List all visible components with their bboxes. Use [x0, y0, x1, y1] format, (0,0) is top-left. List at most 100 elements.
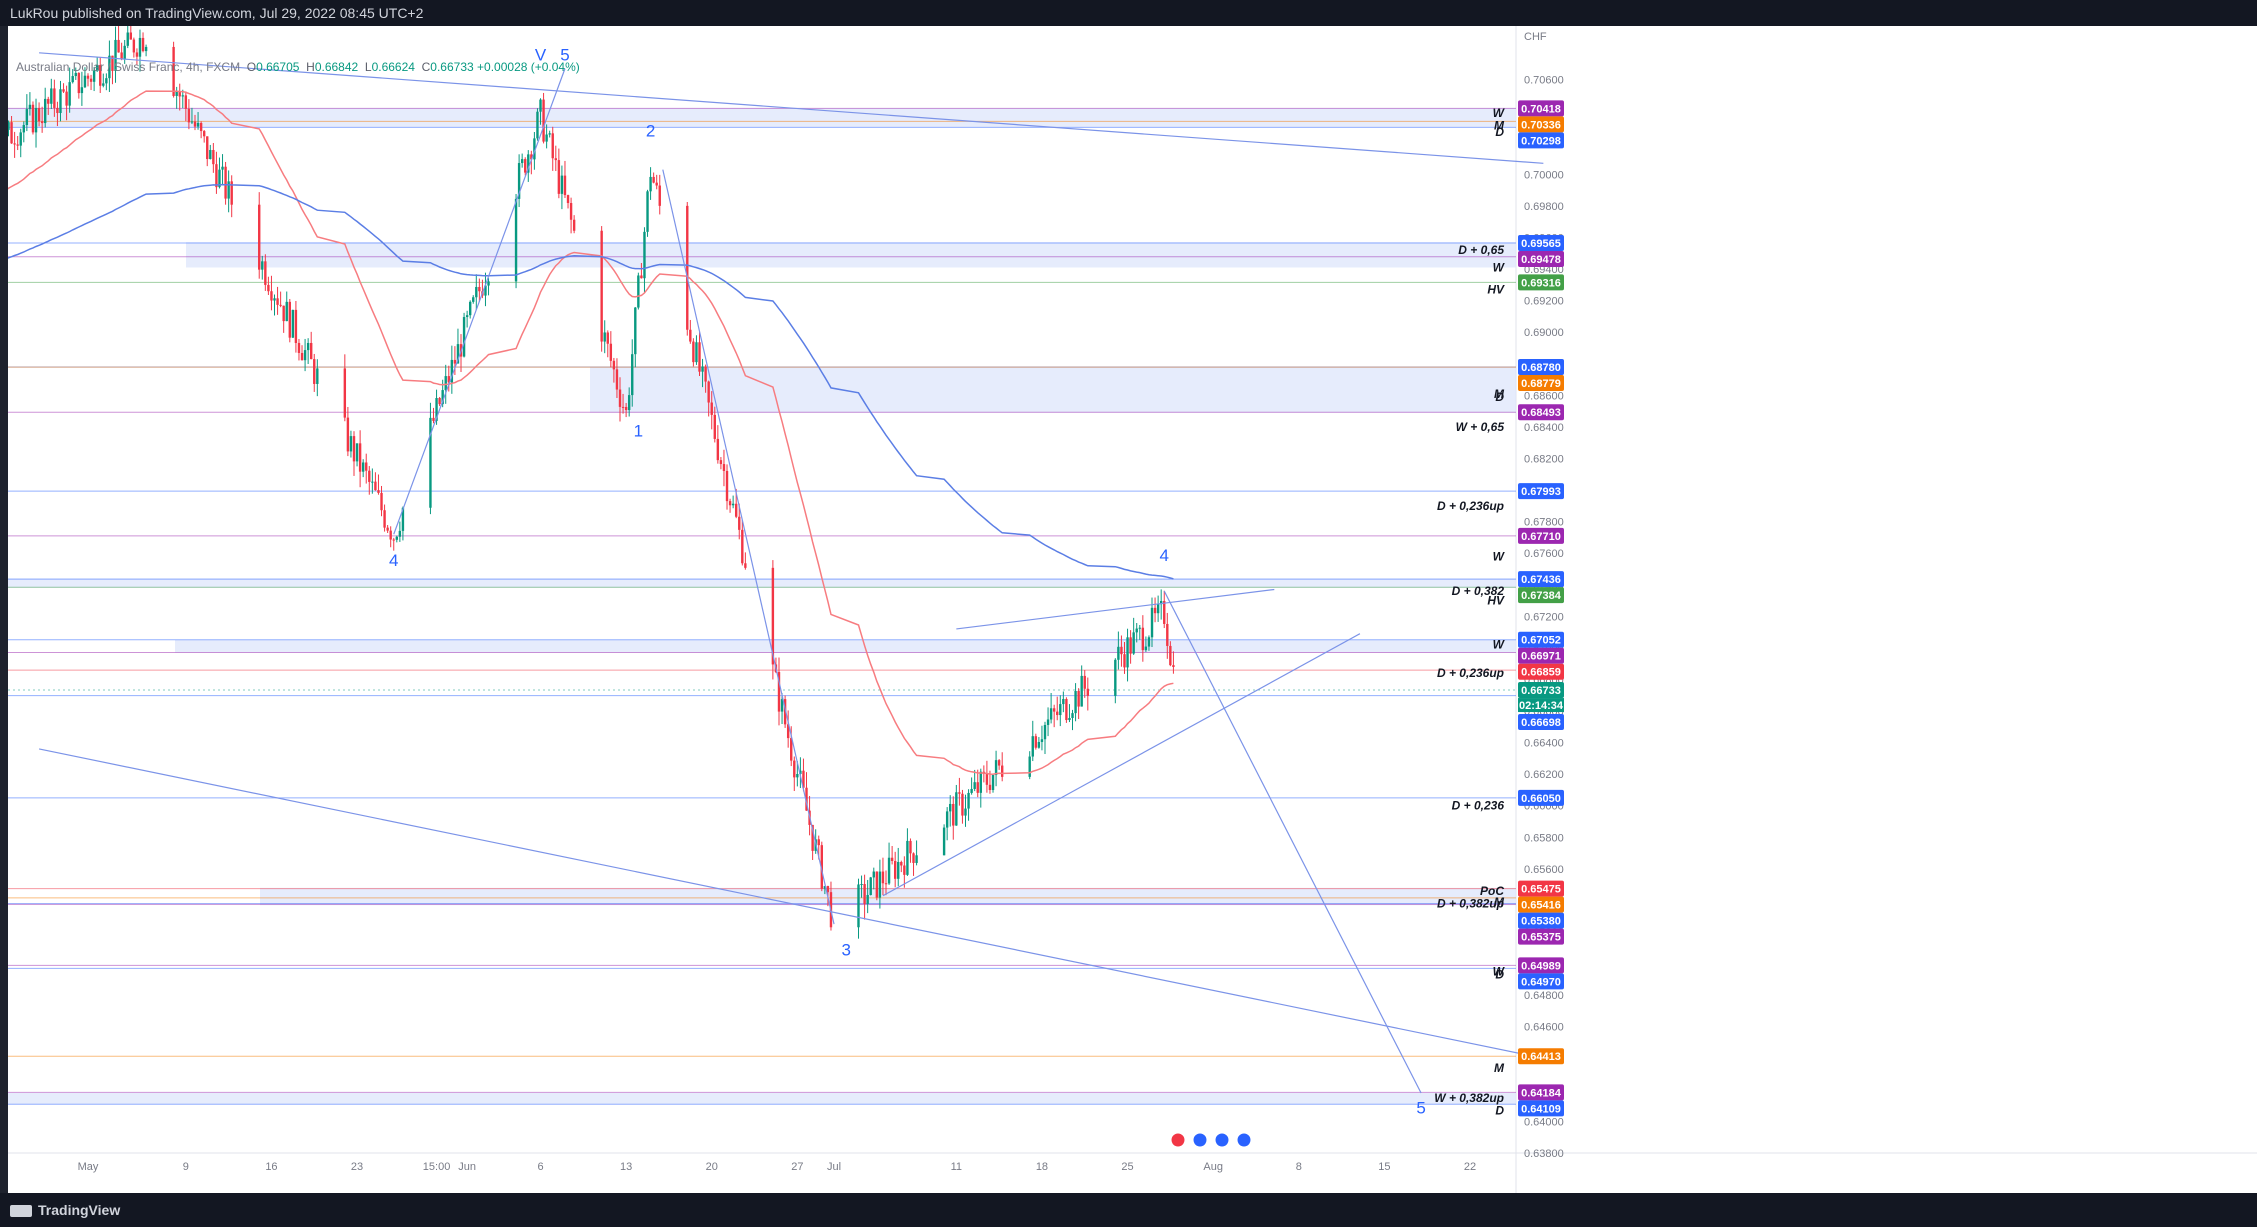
symbol-legend: Australian Dollar / Swiss Franc, 4h, FXC… — [16, 60, 580, 74]
zone-5 — [260, 887, 1516, 906]
wave-label: 4 — [1160, 546, 1169, 565]
price-badge — [1518, 928, 1564, 945]
x-tick-label: 8 — [1296, 1161, 1302, 1173]
y-tick-label: 0.67600 — [1524, 548, 1564, 560]
price-badge-text: 0.65416 — [1521, 900, 1561, 912]
candle-body — [554, 158, 557, 161]
price-badge — [1518, 587, 1564, 604]
candle-body — [545, 134, 548, 142]
candle-body — [649, 176, 652, 192]
candle-body — [1071, 713, 1074, 718]
candle-body — [401, 507, 405, 531]
price-badge — [1518, 1100, 1564, 1117]
price-badge-text: 0.66050 — [1521, 793, 1561, 805]
price-badge — [1518, 527, 1564, 544]
candle-body — [967, 792, 970, 809]
candle-body — [686, 205, 689, 330]
candle-body — [1129, 637, 1132, 654]
candle-body — [621, 406, 625, 408]
price-badge — [1518, 251, 1564, 268]
candle-body — [172, 46, 175, 96]
candle-body — [1080, 675, 1083, 707]
price-badge-text: 0.65375 — [1521, 932, 1561, 944]
trend-line-0 — [39, 52, 1544, 164]
price-badge-text: 0.69478 — [1521, 254, 1561, 266]
x-tick-label: 16 — [265, 1161, 277, 1173]
candle-body — [1046, 719, 1050, 725]
candle-body — [178, 91, 181, 97]
candle-body — [826, 886, 830, 893]
candle-body — [285, 301, 288, 322]
open-value: 0.66705 — [256, 60, 300, 74]
candle-body — [59, 89, 62, 114]
x-tick-label: May — [78, 1161, 99, 1173]
candle-body — [994, 760, 998, 776]
candle-body — [713, 414, 716, 439]
candle-body — [132, 39, 136, 53]
candle-body — [881, 871, 885, 884]
published-header: LukRou published on TradingView.com, Jul… — [0, 0, 2257, 26]
candle-body — [215, 164, 218, 188]
y-tick-label: 0.68400 — [1524, 422, 1564, 434]
candle-body — [435, 398, 438, 421]
candle-body — [527, 154, 530, 173]
candle-body — [722, 464, 726, 471]
candle-body — [40, 121, 44, 124]
candle-body — [631, 354, 634, 396]
candle-body — [985, 773, 989, 785]
candle-body — [786, 724, 790, 739]
candle-body — [71, 76, 74, 83]
price-badge — [1518, 663, 1564, 680]
x-tick-label: 9 — [183, 1161, 189, 1173]
y-tick-label: 0.69400 — [1524, 264, 1564, 276]
zone-6 — [8, 1093, 1516, 1105]
candle-body — [799, 770, 802, 774]
price-badge — [1518, 789, 1564, 806]
level-annotation: D + 0,236up — [1437, 666, 1504, 680]
candle-body — [99, 65, 102, 86]
price-badge-text: 0.67384 — [1521, 590, 1562, 602]
candle-body — [86, 75, 90, 79]
candle-body — [196, 122, 200, 127]
candle-body — [447, 376, 450, 383]
chart-frame[interactable]: 5May9162315:00Jun6132027Jul111825Aug8152… — [8, 26, 2257, 1193]
candle-body — [1114, 659, 1117, 696]
level-annotation: D — [1495, 125, 1504, 139]
candle-body — [1159, 600, 1163, 605]
candle-body — [389, 530, 392, 540]
economic-event-icon — [1192, 1132, 1208, 1148]
candle-body — [1034, 736, 1038, 748]
candle-body — [563, 175, 567, 196]
candle-body — [893, 860, 897, 879]
candle-body — [569, 203, 573, 220]
candle-body — [368, 470, 371, 482]
candle-body — [65, 91, 68, 106]
candle-body — [19, 132, 22, 146]
candle-body — [744, 563, 747, 568]
candle-body — [68, 82, 71, 106]
candle-body — [869, 877, 872, 895]
trend-line-5 — [662, 169, 835, 925]
candle-body — [371, 481, 374, 483]
price-badge — [1518, 912, 1564, 929]
candle-body — [1123, 654, 1126, 668]
candle-body — [912, 853, 915, 863]
candle-body — [658, 185, 661, 206]
candle-body — [640, 275, 643, 279]
x-tick-label: 15 — [1378, 1161, 1390, 1173]
candle-body — [884, 883, 888, 885]
candle-body — [303, 350, 307, 361]
candle-body — [557, 160, 561, 194]
candle-body — [942, 827, 946, 856]
candle-body — [383, 510, 386, 528]
candle-body — [1169, 645, 1172, 666]
candle-body — [89, 78, 93, 82]
candle-body — [802, 770, 805, 788]
price-chart[interactable]: 5May9162315:00Jun6132027Jul111825Aug8152… — [8, 26, 2257, 1193]
candle-body — [227, 181, 230, 199]
candle-body — [866, 894, 869, 904]
candle-body — [438, 398, 441, 405]
ema-fast-line — [8, 90, 1174, 775]
candle-body — [258, 204, 261, 270]
price-badge-text: 0.68493 — [1521, 407, 1561, 419]
